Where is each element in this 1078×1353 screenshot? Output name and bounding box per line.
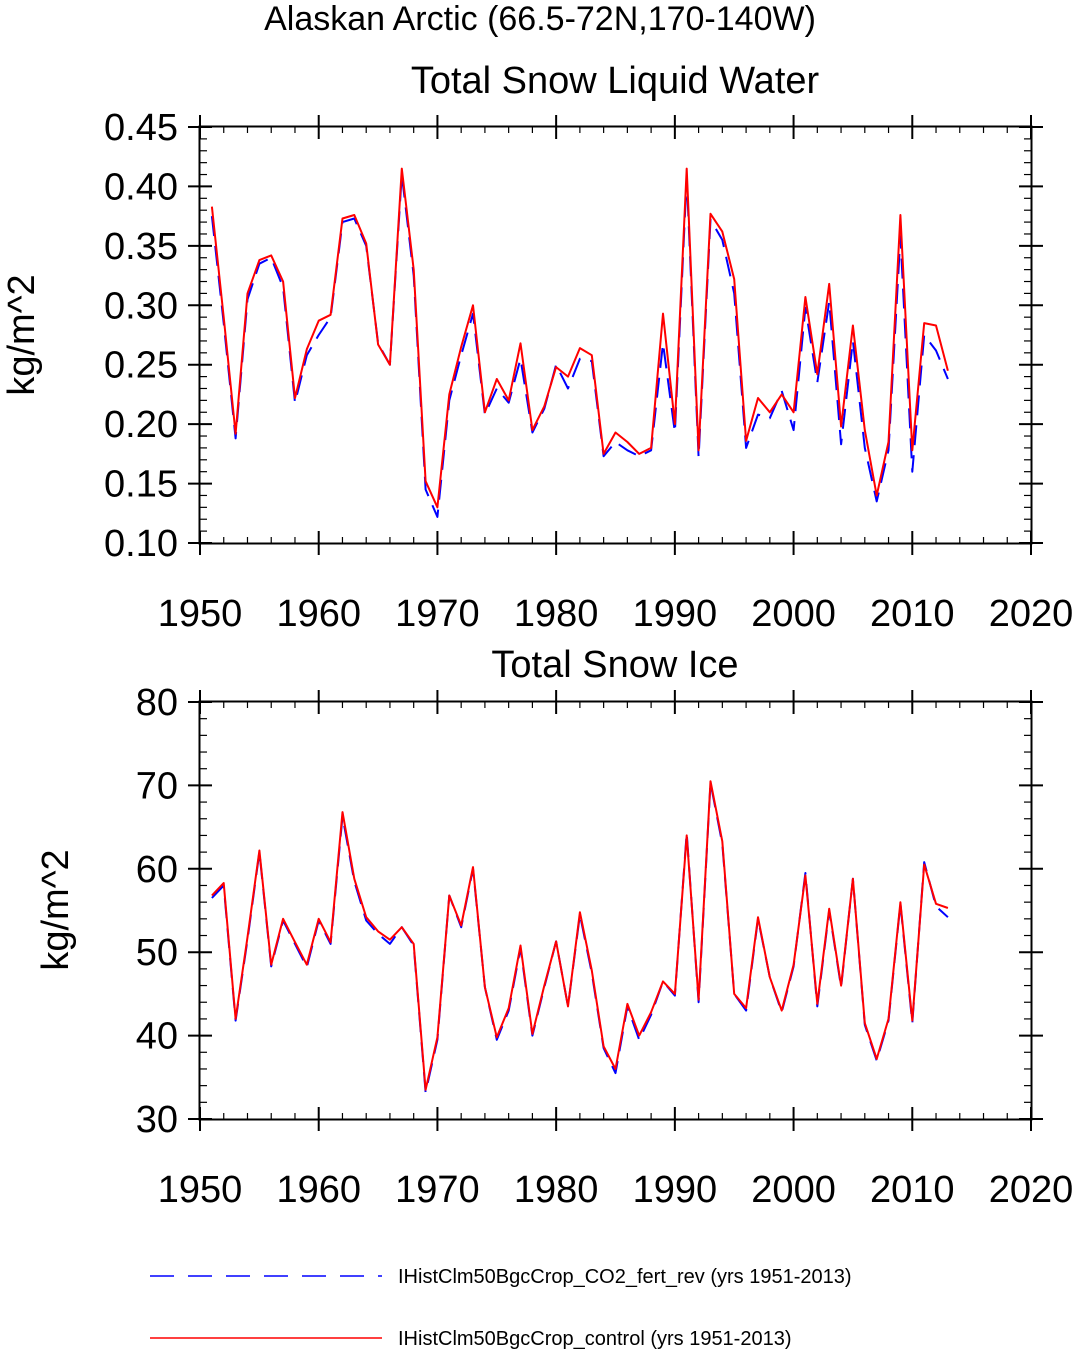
y-tick-label: 0.15 xyxy=(104,464,178,506)
x-tick-label: 2010 xyxy=(870,1169,955,1211)
x-tick-label: 1960 xyxy=(276,593,361,635)
series-line-control xyxy=(210,167,949,509)
panel-title-snow-ice: Total Snow Ice xyxy=(491,644,738,686)
axis-ticks-liquid-water: 1950 1960 1970 1980 1990 2000 2010 2020 0.10 0.15… xyxy=(104,107,1073,635)
y-tick-label: 0.30 xyxy=(104,285,178,327)
x-tick-label: 1990 xyxy=(633,593,718,635)
y-tick-label: 0.35 xyxy=(104,226,178,268)
y-tick-label: 0.45 xyxy=(104,107,178,149)
x-tick-label: 1950 xyxy=(158,593,243,635)
figure-suptitle: Alaskan Arctic (66.5-72N,170-140W) xyxy=(264,0,816,38)
chart-panel-liquid-water: Total Snow Liquid Water kg/m^2 1950 1960 1… xyxy=(1,60,1073,635)
plot-frame-snow-ice xyxy=(198,700,1033,1121)
chart-panel-snow-ice: Total Snow Ice kg/m^2 1950 1960 1970 1980 19… xyxy=(35,644,1073,1211)
y-axis-label-liquid-water: kg/m^2 xyxy=(1,274,43,395)
legend-label-co2-fert-rev: IHistClm50BgcCrop_CO2_fert_rev (yrs 1951… xyxy=(398,1266,852,1288)
x-tick-label: 1950 xyxy=(158,1169,243,1211)
series-line-control xyxy=(211,780,949,1091)
y-tick-label: 0.40 xyxy=(104,166,178,208)
y-tick-label: 0.10 xyxy=(104,523,178,565)
panel-title-liquid-water: Total Snow Liquid Water xyxy=(411,60,820,102)
series-lines-liquid-water xyxy=(210,167,949,518)
plot-frame-liquid-water xyxy=(198,125,1033,545)
x-tick-label: 2000 xyxy=(751,1169,836,1211)
x-tick-label: 2000 xyxy=(751,593,836,635)
x-tick-label: 2020 xyxy=(989,1169,1074,1211)
x-tick-label: 2010 xyxy=(870,593,955,635)
series-lines-snow-ice xyxy=(211,780,949,1094)
x-tick-label: 1980 xyxy=(514,593,599,635)
axis-ticks-snow-ice: 1950 1960 1970 1980 1990 2000 2010 2020 30 40 50 60… xyxy=(136,682,1074,1211)
x-tick-label: 1980 xyxy=(514,1169,599,1211)
series-line-co2-fert-rev xyxy=(211,781,949,1094)
y-tick-label: 70 xyxy=(136,765,178,807)
y-tick-label: 30 xyxy=(136,1099,178,1141)
x-tick-label: 1970 xyxy=(395,1169,480,1211)
y-tick-label: 80 xyxy=(136,682,178,724)
y-tick-label: 50 xyxy=(136,932,178,974)
x-tick-label: 1970 xyxy=(395,593,480,635)
legend-label-control: IHistClm50BgcCrop_control (yrs 1951-2013… xyxy=(398,1328,792,1350)
x-tick-label: 1990 xyxy=(633,1169,718,1211)
y-tick-label: 60 xyxy=(136,849,178,891)
y-axis-label-snow-ice: kg/m^2 xyxy=(35,849,77,970)
x-tick-label: 1960 xyxy=(276,1169,361,1211)
y-tick-label: 40 xyxy=(136,1016,178,1058)
series-line-co2-fert-rev xyxy=(210,173,949,518)
legend: IHistClm50BgcCrop_CO2_fert_rev (yrs 1951… xyxy=(150,1266,852,1350)
y-tick-label: 0.20 xyxy=(104,404,178,446)
x-tick-label: 2020 xyxy=(989,593,1074,635)
y-tick-label: 0.25 xyxy=(104,345,178,387)
